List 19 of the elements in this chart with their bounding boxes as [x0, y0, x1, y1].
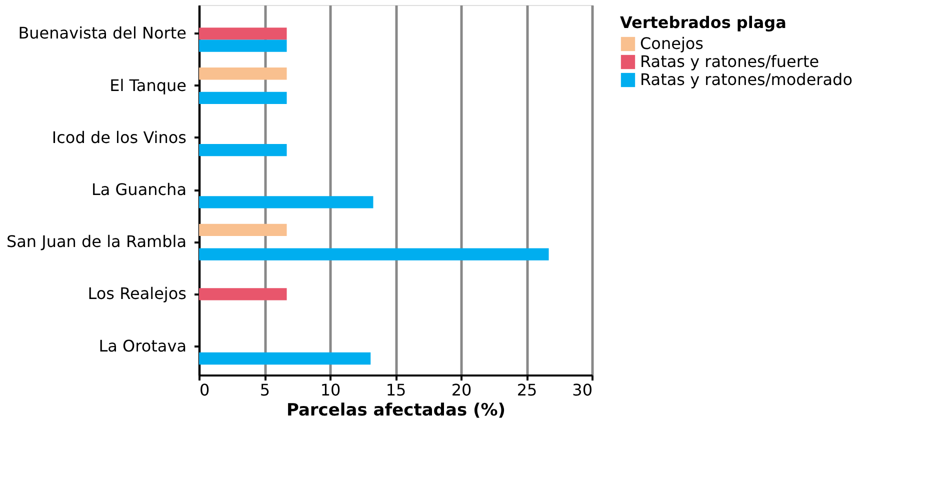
- legend-label: Conejos: [640, 34, 704, 53]
- y-tick-label: La Orotava: [98, 336, 186, 356]
- legend-label: Ratas y ratones/moderado: [640, 70, 852, 89]
- y-tick-label: Los Realejos: [88, 284, 186, 304]
- y-tick-label: El Tanque: [110, 76, 186, 95]
- x-tick-label: 20: [451, 380, 472, 400]
- y-tick-label: Buenavista del Norte: [18, 24, 186, 43]
- x-tick-label: 25: [516, 380, 538, 400]
- y-tick-label: San Juan de la Rambla: [6, 232, 186, 252]
- x-tick-label: 0: [200, 380, 210, 400]
- x-tick-label: 10: [320, 380, 341, 400]
- y-tick-label: Icod de los Vinos: [52, 128, 186, 147]
- legend-title: Vertebrados plaga: [620, 13, 786, 32]
- y-tick-label: La Guancha: [91, 180, 186, 199]
- legend-label: Ratas y ratones/fuerte: [640, 52, 820, 71]
- x-tick-label: 30: [572, 380, 592, 400]
- x-tick-label: 5: [260, 380, 270, 400]
- x-tick-label: 15: [386, 380, 406, 400]
- x-axis-title: Parcelas afectadas (%): [286, 400, 506, 420]
